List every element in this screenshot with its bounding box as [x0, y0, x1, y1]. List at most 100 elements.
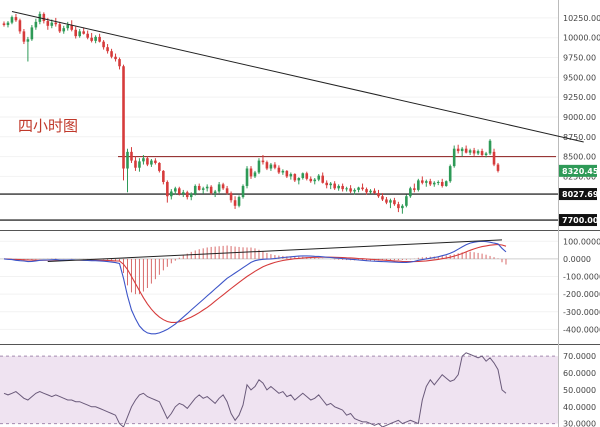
- candle-body: [90, 37, 93, 41]
- macd-tick-label: -400.0000: [563, 325, 600, 334]
- candle-body: [6, 22, 10, 26]
- candle-body: [444, 181, 448, 186]
- rsi-panel: 70.0000 60.0000 50.0000 40.0000 30.0000: [0, 352, 596, 427]
- candle-body: [436, 181, 440, 183]
- candle-body: [10, 17, 14, 23]
- macd-tick-label: 0.0000: [563, 255, 591, 264]
- candle-body: [273, 164, 277, 168]
- candle-body: [289, 174, 293, 177]
- candle-body: [281, 170, 285, 173]
- candle-body: [337, 185, 340, 189]
- candle-body: [448, 166, 452, 182]
- rsi-tick-label: 60.0000: [563, 369, 596, 378]
- candle-body: [46, 21, 50, 26]
- candle-body: [345, 188, 348, 190]
- rsi-line: [3, 352, 507, 427]
- support-badge-label: 7700.00: [562, 216, 599, 225]
- candle-body: [34, 21, 38, 28]
- candle-body: [134, 160, 137, 168]
- rsi-tick-label: 40.0000: [563, 403, 596, 412]
- candle-body: [193, 185, 197, 194]
- candle-body: [349, 188, 352, 192]
- candle-body: [317, 175, 321, 180]
- price-tick-label: 9250.00: [563, 93, 596, 102]
- candle-body: [456, 148, 460, 152]
- candle-body: [174, 188, 177, 192]
- candle-body: [432, 182, 436, 185]
- candle-body: [118, 59, 121, 67]
- candle-body: [106, 47, 109, 52]
- candle-body: [94, 36, 97, 41]
- candle-body: [62, 28, 66, 32]
- candle-body: [484, 153, 488, 156]
- candle-body: [468, 150, 472, 153]
- candle-body: [425, 181, 428, 183]
- candle-body: [381, 196, 384, 200]
- candle-body: [309, 178, 313, 182]
- candle-body: [452, 148, 456, 167]
- candle-body: [18, 20, 22, 32]
- candle-body: [217, 184, 221, 192]
- candle-body: [26, 39, 30, 42]
- candle-body: [325, 182, 328, 186]
- candle-body: [42, 13, 46, 22]
- candle-body: [102, 41, 105, 48]
- candle-body: [114, 56, 117, 60]
- candle-body: [181, 192, 185, 194]
- candle-body: [233, 200, 237, 206]
- candle-body: [428, 181, 432, 185]
- price-tick-label: 8750.00: [563, 133, 596, 142]
- candle-body: [329, 183, 332, 186]
- candle-body: [82, 31, 85, 34]
- candle-body: [245, 168, 249, 186]
- candle-body: [297, 178, 301, 181]
- candle-body: [14, 17, 18, 21]
- candle-body: [405, 196, 408, 206]
- support-badge: [559, 188, 597, 201]
- candle-body: [373, 190, 376, 194]
- price-axis-background: [558, 0, 600, 427]
- candle-body: [480, 151, 484, 156]
- support-badge: [559, 214, 597, 227]
- candle-body: [464, 148, 468, 153]
- macd-tick-label: -300.0000: [563, 308, 600, 317]
- candle-body: [353, 189, 356, 192]
- candle-body: [361, 187, 364, 190]
- candle-body: [301, 173, 305, 179]
- candle-body: [365, 189, 368, 193]
- candle-body: [189, 193, 193, 198]
- last-price-label: 8320.45: [562, 167, 599, 176]
- candle-body: [166, 181, 169, 197]
- candle-body: [201, 188, 205, 190]
- candle-body: [110, 51, 113, 57]
- candle-body: [357, 187, 360, 190]
- candle-body: [488, 140, 492, 154]
- candle-body: [253, 172, 257, 177]
- candle-body: [385, 199, 388, 203]
- candle-body: [138, 161, 141, 168]
- candle-body: [185, 192, 189, 198]
- candle-body: [472, 150, 476, 154]
- candle-body: [197, 185, 201, 190]
- last-price-badge: [559, 164, 597, 177]
- candle-body: [205, 186, 209, 189]
- candle-body: [313, 179, 317, 182]
- macd-trendline: [47, 239, 503, 263]
- candle-body: [70, 25, 74, 30]
- candle-body: [269, 164, 273, 169]
- candle-body: [277, 167, 281, 173]
- price-tick-label: 9000.00: [563, 113, 596, 122]
- candle-body: [460, 148, 464, 152]
- candle-body: [66, 25, 70, 29]
- candle-body: [98, 36, 101, 42]
- candle-body: [213, 191, 217, 194]
- candle-body: [249, 168, 253, 177]
- candle-body: [492, 151, 496, 165]
- candle-body: [341, 185, 344, 190]
- candle-body: [126, 151, 129, 169]
- candle-body: [237, 197, 241, 206]
- candle-body: [409, 188, 412, 197]
- candle-body: [397, 204, 400, 209]
- rsi-tick-label: 70.0000: [563, 352, 596, 361]
- candle-body: [50, 22, 54, 26]
